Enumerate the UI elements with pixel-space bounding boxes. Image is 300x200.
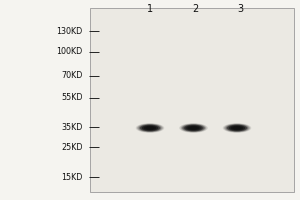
Ellipse shape (144, 126, 156, 130)
Text: 70KD: 70KD (61, 72, 82, 80)
Ellipse shape (189, 127, 198, 129)
Ellipse shape (182, 124, 205, 132)
Ellipse shape (139, 124, 161, 132)
Ellipse shape (137, 124, 163, 132)
Text: 2: 2 (192, 4, 198, 14)
Text: 3: 3 (237, 4, 243, 14)
Ellipse shape (227, 125, 247, 131)
Ellipse shape (185, 125, 202, 131)
Ellipse shape (223, 123, 251, 133)
Ellipse shape (229, 125, 245, 131)
Text: 1: 1 (147, 4, 153, 14)
Ellipse shape (146, 127, 154, 129)
Ellipse shape (140, 125, 160, 131)
Text: 100KD: 100KD (56, 47, 82, 56)
Ellipse shape (142, 125, 158, 131)
Ellipse shape (231, 126, 243, 130)
Text: 25KD: 25KD (61, 142, 82, 152)
Text: 15KD: 15KD (61, 172, 82, 182)
Ellipse shape (224, 124, 250, 132)
Ellipse shape (187, 126, 200, 130)
Bar (90, 8, 294, 192)
Text: 55KD: 55KD (61, 94, 82, 102)
Ellipse shape (181, 124, 206, 132)
Text: 35KD: 35KD (61, 122, 82, 132)
Ellipse shape (184, 125, 203, 131)
Text: 130KD: 130KD (56, 26, 82, 36)
Ellipse shape (226, 124, 248, 132)
Ellipse shape (233, 127, 241, 129)
Ellipse shape (179, 123, 208, 133)
Ellipse shape (136, 123, 164, 133)
